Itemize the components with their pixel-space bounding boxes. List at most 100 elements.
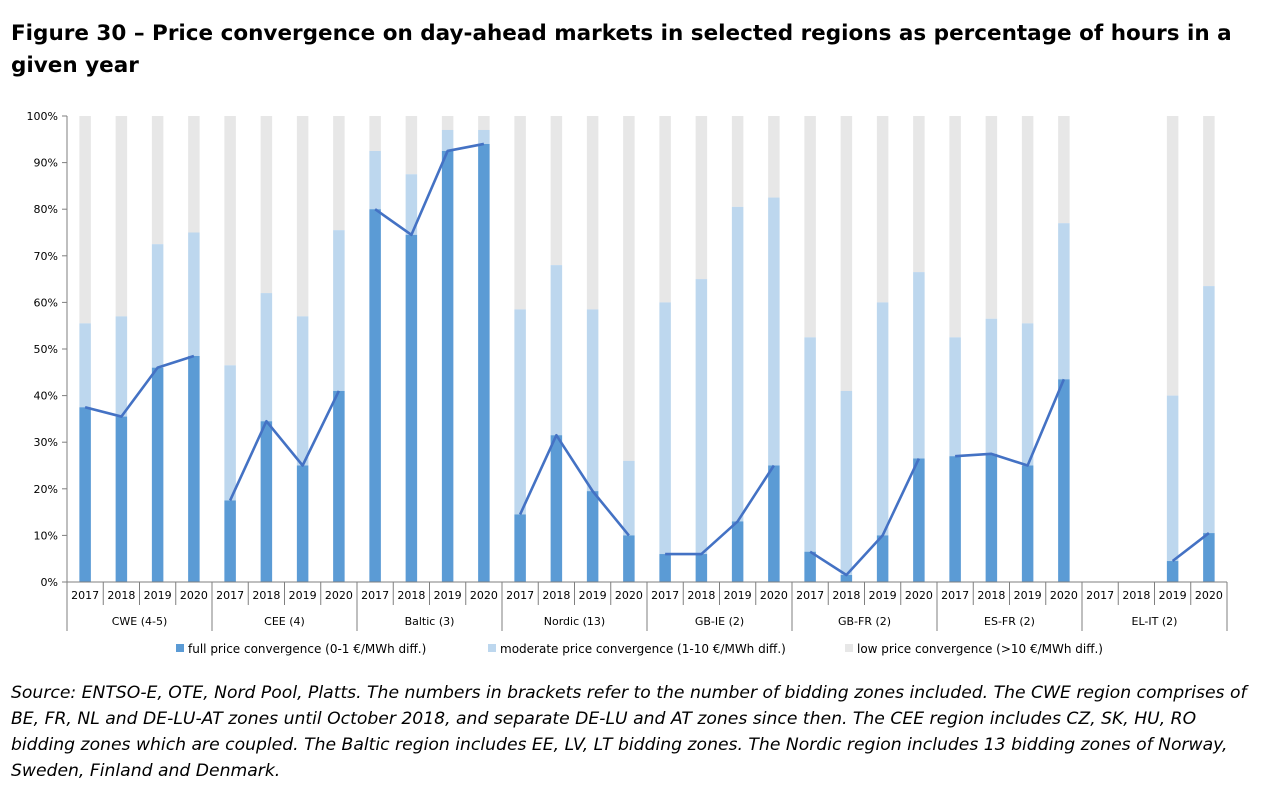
- y-tick-label: 60%: [34, 296, 58, 309]
- year-tick-label: 2019: [434, 589, 462, 602]
- group-label: GB-FR (2): [838, 615, 891, 628]
- bar-full-convergence: [369, 209, 381, 582]
- legend-label-low: low price convergence (>10 €/MWh diff.): [857, 642, 1103, 656]
- bar-moderate-convergence: [405, 174, 418, 235]
- year-tick-label: 2018: [977, 589, 1005, 602]
- bar-moderate-convergence: [369, 150, 381, 210]
- year-tick-label: 2019: [579, 589, 607, 602]
- bar-full-convergence: [550, 435, 563, 582]
- bar-full-convergence: [79, 407, 91, 582]
- y-tick-label: 50%: [34, 343, 58, 356]
- bars: [79, 116, 1215, 582]
- bar-moderate-convergence: [804, 337, 816, 552]
- bar-moderate-convergence: [695, 279, 708, 555]
- bar-low-convergence: [115, 116, 128, 317]
- stacked-bar-chart: 0%10%20%30%40%50%60%70%80%90%100% 2017 20…: [27, 110, 1228, 656]
- y-axis: 0% 10% 20% 30% 40% 50% 60% 70% 80% 90% 100%: [27, 110, 68, 589]
- year-tick-label: 2018: [687, 589, 715, 602]
- bar-low-convergence: [1058, 116, 1070, 224]
- bar-full-convergence: [478, 143, 490, 582]
- bar-full-convergence: [1058, 379, 1070, 582]
- bar-full-convergence: [296, 465, 309, 582]
- group-label: ES-FR (2): [984, 615, 1035, 628]
- group-label: CWE (4-5): [112, 615, 168, 628]
- year-tick-label: 2018: [107, 589, 135, 602]
- year-tick-label: 2019: [724, 589, 752, 602]
- year-tick-label: 2017: [651, 589, 679, 602]
- y-tick-label: 70%: [34, 250, 58, 263]
- bar-moderate-convergence: [1166, 395, 1179, 562]
- bar-moderate-convergence: [478, 129, 490, 144]
- year-tick-label: 2020: [615, 589, 643, 602]
- bar-moderate-convergence: [586, 309, 599, 492]
- bar-full-convergence: [115, 416, 128, 582]
- year-tick-label: 2018: [542, 589, 570, 602]
- bar-full-convergence: [405, 234, 418, 582]
- bar-low-convergence: [695, 116, 708, 280]
- bar-low-convergence: [985, 116, 998, 319]
- year-tick-label: 2020: [180, 589, 208, 602]
- bar-low-convergence: [876, 116, 889, 303]
- full-convergence-line: [374, 142, 485, 237]
- legend-swatch-full: [176, 644, 184, 652]
- year-tick-label: 2018: [832, 589, 860, 602]
- bar-full-convergence: [260, 421, 273, 582]
- bar-full-convergence: [659, 554, 671, 582]
- y-tick-label: 20%: [34, 483, 58, 496]
- bar-moderate-convergence: [1203, 286, 1215, 534]
- bar-moderate-convergence: [514, 309, 526, 515]
- bar-full-convergence: [333, 390, 345, 582]
- year-tick-label: 2017: [361, 589, 389, 602]
- bar-moderate-convergence: [731, 206, 744, 522]
- bar-moderate-convergence: [296, 316, 309, 466]
- full-convergence-lines: [84, 142, 1210, 577]
- year-tick-label: 2020: [470, 589, 498, 602]
- year-tick-label: 2019: [869, 589, 897, 602]
- bar-moderate-convergence: [260, 293, 273, 422]
- bar-moderate-convergence: [949, 337, 961, 457]
- year-tick-label: 2020: [905, 589, 933, 602]
- bar-full-convergence: [695, 554, 708, 582]
- bar-moderate-convergence: [768, 197, 780, 466]
- bar-low-convergence: [1203, 116, 1215, 287]
- x-axis: 2017 2018 2019 2020 CWE (4-5) 2017 2018 2019 202…: [66, 581, 1228, 631]
- bar-low-convergence: [514, 116, 526, 310]
- bar-low-convergence: [260, 116, 273, 294]
- bar-low-convergence: [586, 116, 599, 310]
- bar-low-convergence: [840, 116, 853, 391]
- bar-moderate-convergence: [333, 230, 345, 391]
- bar-full-convergence: [804, 551, 816, 582]
- bar-moderate-convergence: [876, 302, 889, 536]
- bar-moderate-convergence: [115, 316, 128, 417]
- bar-full-convergence: [840, 575, 853, 582]
- year-tick-label: 2019: [1159, 589, 1187, 602]
- bar-moderate-convergence: [188, 232, 200, 356]
- full-convergence-line: [955, 378, 1066, 467]
- year-tick-label: 2018: [397, 589, 425, 602]
- bar-full-convergence: [1166, 561, 1179, 582]
- full-convergence-line: [518, 433, 630, 537]
- bar-moderate-convergence: [441, 129, 454, 151]
- bar-full-convergence: [768, 465, 780, 582]
- legend: full price convergence (0-1 €/MWh diff.)…: [176, 642, 1103, 656]
- bar-low-convergence: [441, 116, 454, 130]
- bar-full-convergence: [224, 500, 236, 582]
- bar-low-convergence: [188, 116, 200, 233]
- bar-moderate-convergence: [1058, 223, 1070, 380]
- full-convergence-line: [228, 390, 341, 501]
- bar-low-convergence: [369, 116, 381, 151]
- bar-moderate-convergence: [79, 323, 91, 408]
- source-note: Source: ENTSO-E, OTE, Nord Pool, Platts.…: [11, 683, 1247, 781]
- bar-moderate-convergence: [985, 318, 998, 454]
- bar-full-convergence: [151, 367, 164, 582]
- year-tick-label: 2017: [216, 589, 244, 602]
- bar-full-convergence: [985, 453, 998, 582]
- year-tick-label: 2018: [1122, 589, 1150, 602]
- full-convergence-line: [809, 457, 921, 577]
- legend-swatch-moderate: [488, 644, 496, 652]
- bar-moderate-convergence: [224, 365, 236, 501]
- bar-moderate-convergence: [840, 390, 853, 576]
- bar-full-convergence: [949, 456, 961, 582]
- bar-low-convergence: [731, 116, 744, 207]
- year-tick-label: 2017: [1086, 589, 1114, 602]
